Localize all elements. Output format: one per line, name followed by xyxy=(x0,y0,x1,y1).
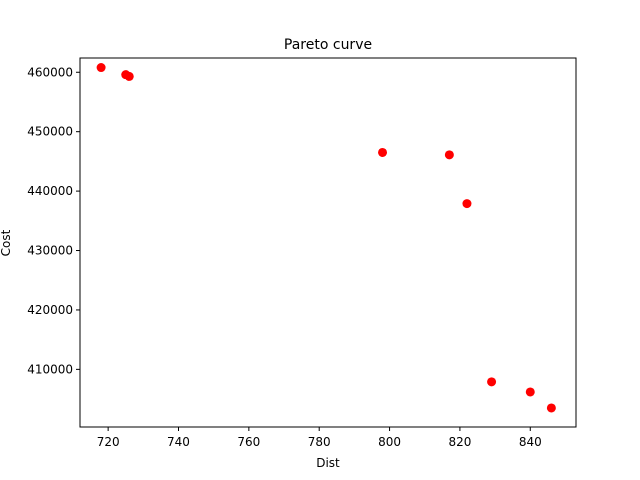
scatter-point-1 xyxy=(96,63,106,73)
y-tick-label: 410000 xyxy=(27,362,73,376)
scatter-point-9 xyxy=(546,403,556,413)
y-tick-label: 450000 xyxy=(27,125,73,139)
y-tick-label: 440000 xyxy=(27,184,73,198)
y-tick-label: 430000 xyxy=(27,244,73,258)
x-tick-label: 840 xyxy=(519,435,542,449)
y-tick-label: 420000 xyxy=(27,303,73,317)
x-axis: 720 740 760 780 800 820 840 xyxy=(97,427,542,449)
scatter-point-3 xyxy=(124,71,134,81)
chart-title: Pareto curve xyxy=(284,37,372,53)
x-tick-label: 800 xyxy=(378,435,401,449)
x-tick-label: 720 xyxy=(97,435,120,449)
scatter-point-4 xyxy=(378,147,388,157)
plot-area xyxy=(96,63,556,413)
scatter-point-8 xyxy=(525,387,535,397)
y-tick-label: 460000 xyxy=(27,65,73,79)
x-tick-label: 820 xyxy=(448,435,471,449)
scatter-point-6 xyxy=(462,199,472,209)
y-axis: 410000 420000 430000 440000 450000 460000 xyxy=(27,65,80,376)
plot-frame xyxy=(79,57,577,428)
x-tick-label: 740 xyxy=(167,435,190,449)
y-axis-label: Cost xyxy=(0,229,13,256)
x-tick-label: 760 xyxy=(237,435,260,449)
scatter-point-7 xyxy=(487,377,497,387)
scatter-point-5 xyxy=(444,150,454,160)
x-tick-label: 780 xyxy=(308,435,331,449)
x-axis-label: Dist xyxy=(316,456,340,470)
